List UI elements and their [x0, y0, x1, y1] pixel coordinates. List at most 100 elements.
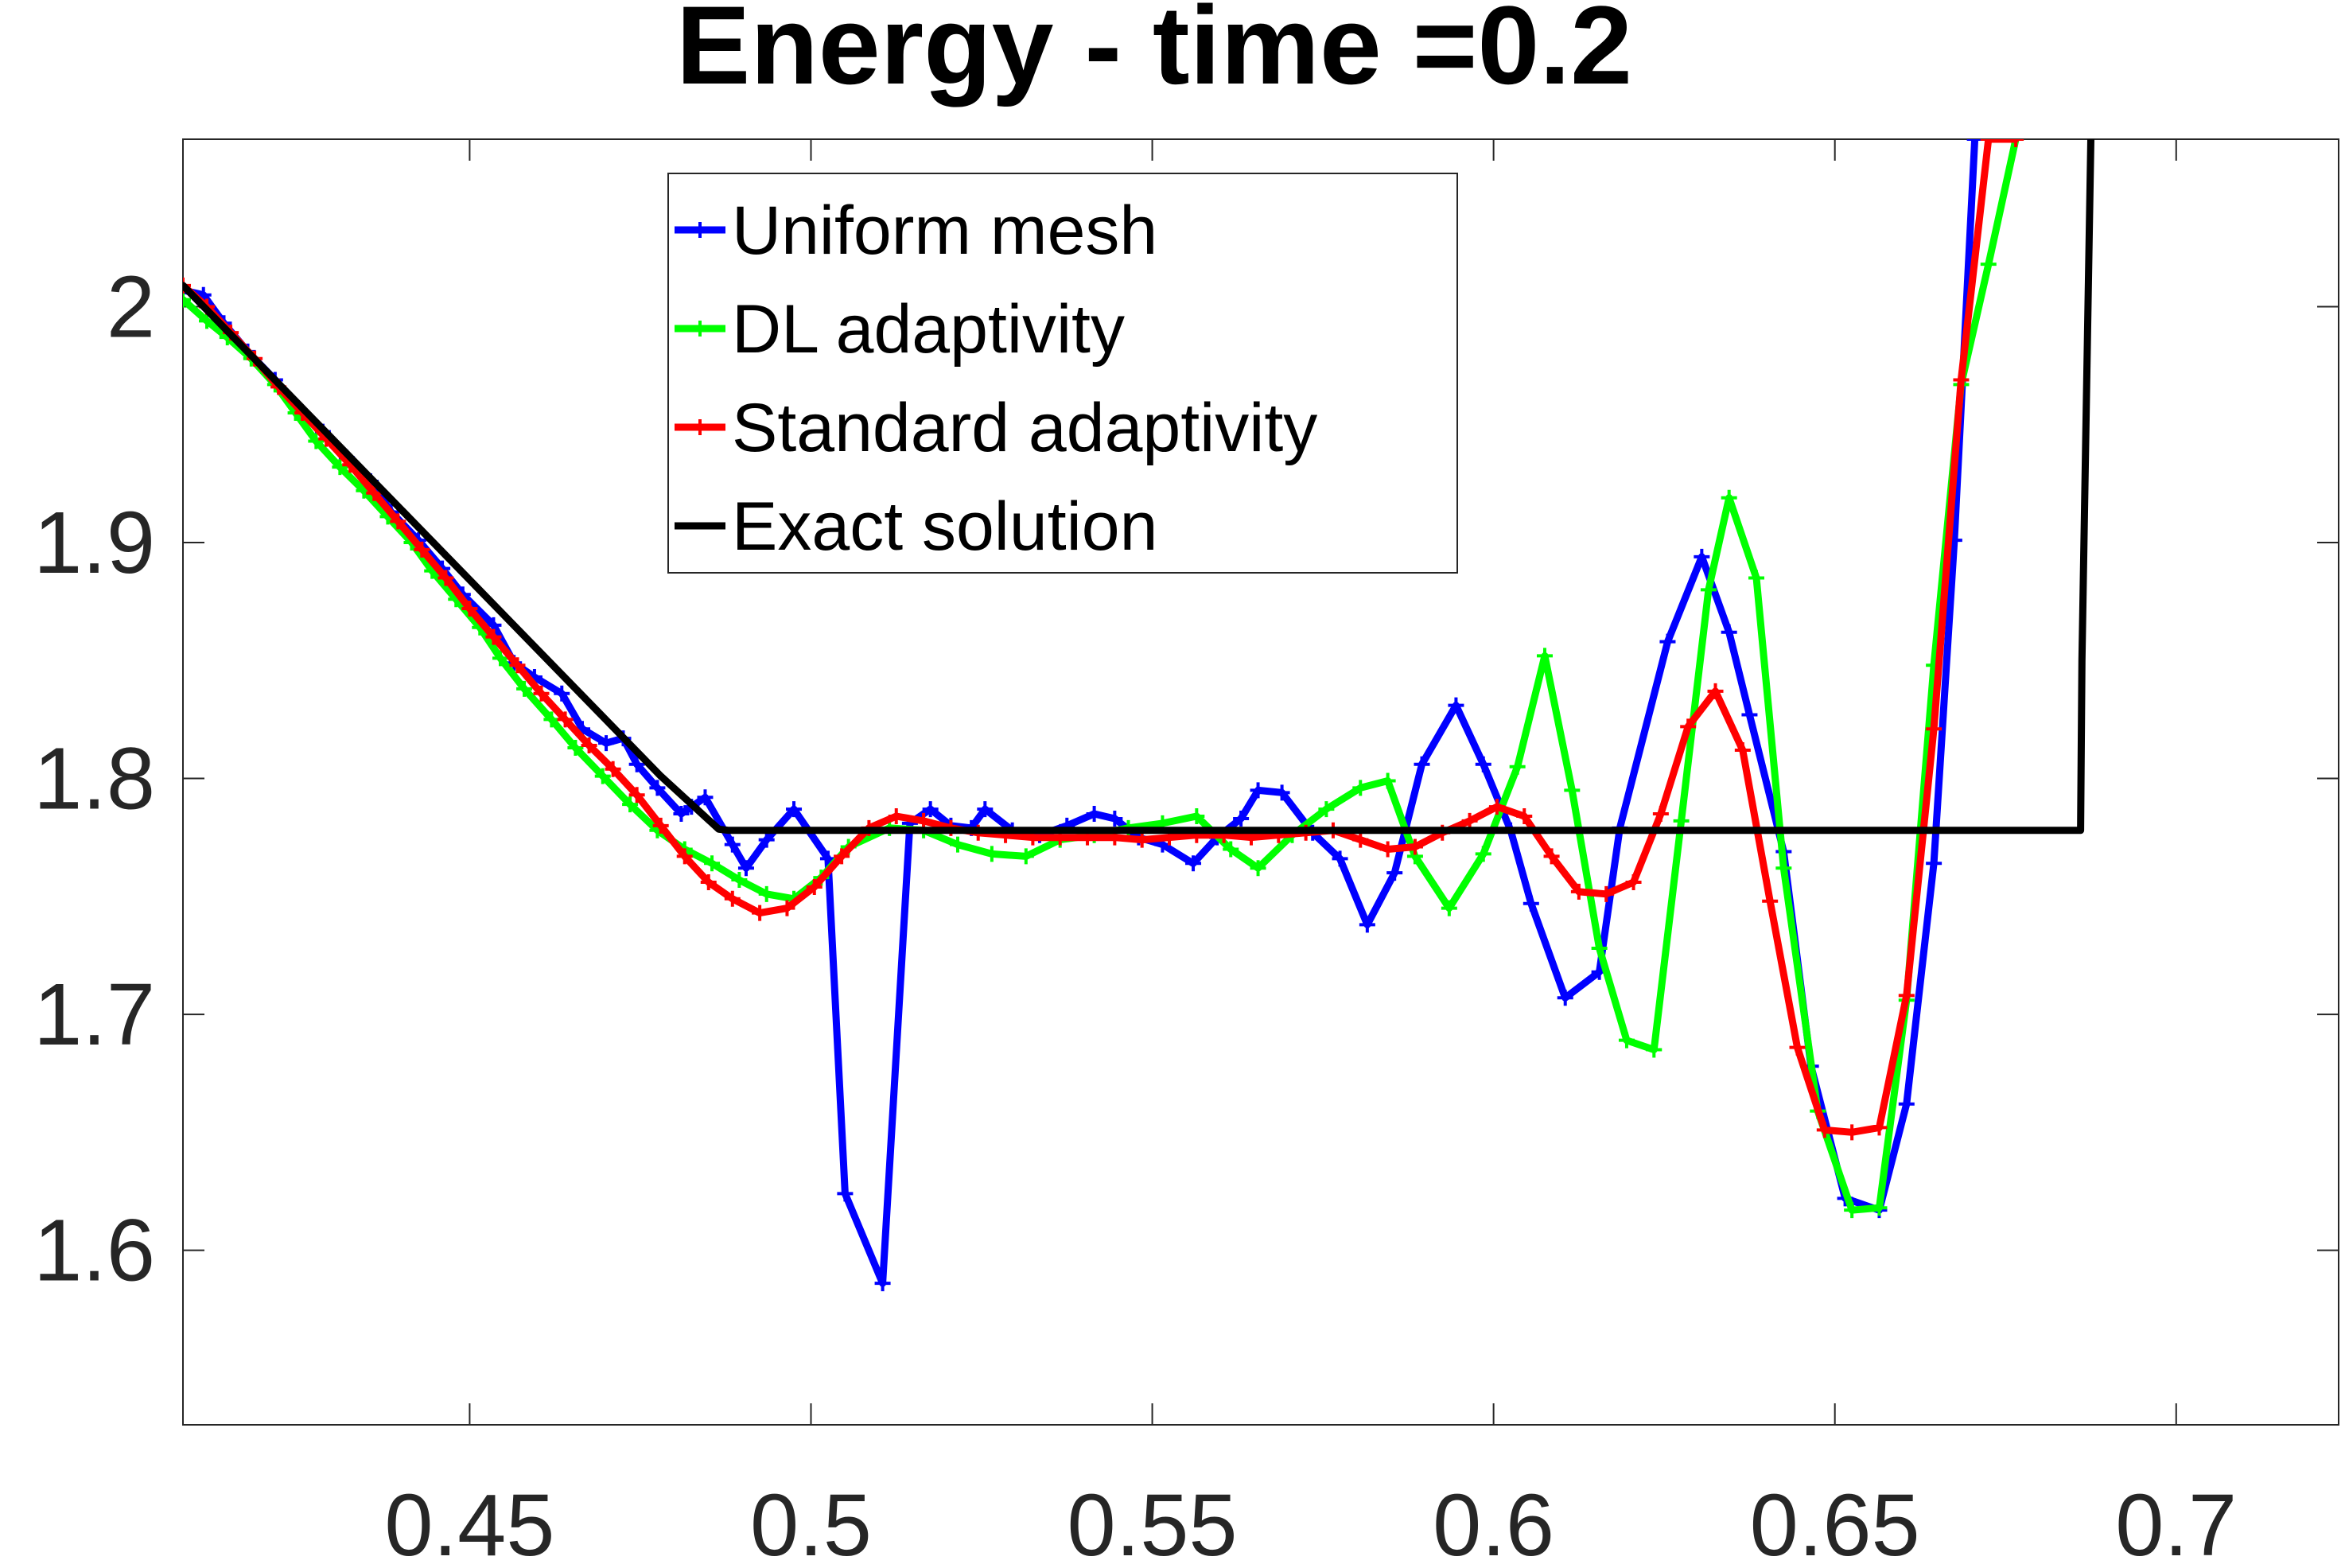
- data-point: [1475, 846, 1491, 862]
- data-point: [1652, 806, 1669, 823]
- data-point: [786, 801, 803, 818]
- data-point: [977, 801, 994, 818]
- data-point: [1844, 1202, 1861, 1219]
- y-tick-label: 2: [107, 259, 155, 356]
- data-point: [1017, 848, 1034, 865]
- data-point: [1591, 940, 1608, 957]
- data-point: [390, 513, 406, 530]
- data-point: [492, 650, 509, 667]
- data-point: [1359, 916, 1375, 933]
- data-point: [949, 836, 966, 853]
- y-tick-label: 1.8: [33, 730, 155, 828]
- data-point: [1475, 756, 1491, 772]
- data-point: [1980, 256, 1997, 273]
- data-point: [199, 313, 216, 329]
- x-tick-label: 0.7: [2115, 1477, 2237, 1568]
- data-point: [1871, 1200, 1888, 1216]
- data-point: [581, 737, 597, 754]
- data-point: [1379, 841, 1396, 858]
- data-point: [438, 570, 454, 586]
- data-point: [1926, 721, 1942, 737]
- data-point: [414, 541, 430, 558]
- legend-entry-1: Uniform mesh: [675, 193, 1157, 269]
- data-point: [509, 657, 526, 674]
- data-point: [806, 878, 822, 895]
- data-point: [1570, 883, 1587, 900]
- data-point: [649, 780, 666, 796]
- data-point: [1488, 799, 1505, 815]
- legend-label: DL adaptivity: [732, 291, 1125, 368]
- data-point: [673, 806, 690, 823]
- data-point: [1762, 893, 1779, 909]
- data-point: [628, 756, 645, 772]
- y-tick-label: 1.9: [33, 494, 155, 592]
- data-point: [1352, 831, 1369, 848]
- x-tick-label: 0.6: [1433, 1477, 1554, 1568]
- data-point: [1775, 860, 1792, 877]
- data-point: [1522, 895, 1539, 912]
- chart-title: Energy - time =0.2: [676, 0, 1632, 107]
- data-point: [1386, 865, 1403, 881]
- data-point: [724, 836, 741, 853]
- data-point: [737, 860, 754, 877]
- series-line: [183, 139, 2094, 835]
- data-point: [567, 740, 584, 757]
- data-point: [874, 1275, 891, 1292]
- data-point: [1898, 987, 1915, 1004]
- data-point: [676, 848, 693, 865]
- data-point: [916, 812, 932, 829]
- x-tick-label: 0.65: [1750, 1477, 1920, 1568]
- data-point: [779, 900, 795, 916]
- data-point: [516, 680, 533, 697]
- data-point: [1953, 372, 1970, 388]
- data-point: [1625, 874, 1642, 891]
- legend-marker: [692, 321, 708, 337]
- data-point: [1748, 570, 1765, 586]
- data-point: [1707, 683, 1724, 699]
- legend-box: [667, 173, 1458, 574]
- data-point: [1414, 756, 1430, 772]
- data-point: [888, 807, 904, 824]
- data-point: [731, 872, 748, 889]
- data-point: [752, 905, 768, 921]
- data-point: [543, 711, 560, 728]
- y-tick-label: 1.6: [33, 1202, 155, 1300]
- data-point: [1461, 812, 1478, 829]
- data-point: [1700, 582, 1717, 598]
- data-point: [183, 277, 191, 294]
- data-point: [332, 459, 348, 476]
- series-line: [183, 139, 2020, 1214]
- data-point: [628, 787, 645, 803]
- data-point: [1659, 633, 1676, 650]
- data-point: [1250, 860, 1266, 877]
- series-layer: [183, 139, 2094, 1292]
- data-point: [1223, 841, 1239, 858]
- legend-entries: Uniform mesh DL adaptivity Standard adapti…: [675, 193, 1317, 565]
- data-point: [594, 768, 611, 784]
- data-point: [834, 848, 850, 865]
- x-tick-label: 0.5: [750, 1477, 872, 1568]
- y-tick-label: 1.7: [33, 966, 155, 1064]
- x-tick-label: 0.45: [384, 1477, 554, 1568]
- data-point: [1134, 831, 1150, 848]
- legend-entry-3: Standard adaptivity: [675, 390, 1317, 466]
- legend-entry-2: DL adaptivity: [675, 291, 1125, 368]
- data-point: [1680, 718, 1697, 735]
- data-point: [485, 628, 502, 645]
- data-point: [1250, 782, 1266, 799]
- data-point: [1557, 990, 1573, 1006]
- data-point: [837, 1185, 854, 1202]
- legend-marker: [692, 419, 708, 435]
- data-point: [366, 484, 383, 501]
- data-point: [1926, 855, 1942, 872]
- data-point: [1694, 548, 1710, 565]
- data-point: [1352, 780, 1369, 796]
- legend-label: Uniform mesh: [732, 193, 1157, 269]
- data-point: [1379, 772, 1396, 789]
- data-point: [1516, 807, 1533, 824]
- data-point: [1509, 758, 1526, 775]
- axis-tick-labels: 0.45 0.5 0.55 0.6 0.65 0.7 1.6 1.7 1.8 1.9 2: [33, 259, 2237, 1568]
- data-point: [1332, 850, 1348, 867]
- data-point: [1185, 855, 1202, 872]
- data-point: [1536, 648, 1553, 664]
